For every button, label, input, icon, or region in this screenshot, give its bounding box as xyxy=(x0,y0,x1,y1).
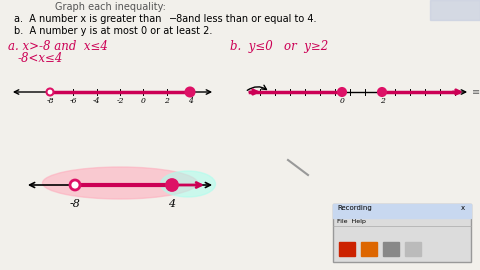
Circle shape xyxy=(338,88,346,96)
Text: −8: −8 xyxy=(169,14,183,24)
Text: x: x xyxy=(461,205,465,211)
FancyBboxPatch shape xyxy=(333,204,471,262)
Circle shape xyxy=(378,88,386,96)
Text: -8: -8 xyxy=(46,97,54,105)
Text: -4: -4 xyxy=(93,97,100,105)
Text: 4: 4 xyxy=(188,97,192,105)
Circle shape xyxy=(47,89,53,96)
Text: b.  y≤0   or  y≥2: b. y≤0 or y≥2 xyxy=(230,40,328,53)
Circle shape xyxy=(70,180,80,190)
Text: b.  A number y is at most 0 or at least 2.: b. A number y is at most 0 or at least 2… xyxy=(14,26,212,36)
Text: ≡: ≡ xyxy=(472,87,480,97)
Text: 4: 4 xyxy=(168,199,176,209)
Ellipse shape xyxy=(43,167,197,199)
Text: -8: -8 xyxy=(70,199,81,209)
Circle shape xyxy=(185,87,194,96)
Bar xyxy=(405,242,421,256)
Ellipse shape xyxy=(160,171,216,197)
Bar xyxy=(333,204,471,218)
Text: File  Help: File Help xyxy=(337,219,366,224)
Bar xyxy=(361,242,377,256)
Text: a. x>-8 and  x≤4: a. x>-8 and x≤4 xyxy=(8,40,108,53)
Circle shape xyxy=(167,180,178,191)
Text: Graph each inequality:: Graph each inequality: xyxy=(55,2,166,12)
Text: 0: 0 xyxy=(141,97,146,105)
Text: -8<x≤4: -8<x≤4 xyxy=(18,52,63,65)
Text: 0: 0 xyxy=(339,97,345,105)
Bar xyxy=(339,242,355,256)
Bar xyxy=(383,242,399,256)
Text: Recording: Recording xyxy=(337,205,372,211)
Bar xyxy=(430,0,480,20)
Text: -6: -6 xyxy=(70,97,77,105)
Text: -2: -2 xyxy=(116,97,124,105)
Text: a.  A number x is greater than: a. A number x is greater than xyxy=(14,14,165,24)
Text: and less than or equal to 4.: and less than or equal to 4. xyxy=(179,14,316,24)
Text: 2: 2 xyxy=(164,97,169,105)
Text: 2: 2 xyxy=(380,97,384,105)
